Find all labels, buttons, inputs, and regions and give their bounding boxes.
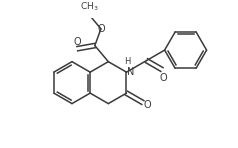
Text: O: O <box>160 73 168 83</box>
Text: O: O <box>97 24 105 34</box>
Text: O: O <box>74 37 81 47</box>
Text: H: H <box>124 57 130 66</box>
Text: O: O <box>144 100 151 110</box>
Text: CH$_3$: CH$_3$ <box>80 0 99 13</box>
Text: N: N <box>127 67 135 77</box>
